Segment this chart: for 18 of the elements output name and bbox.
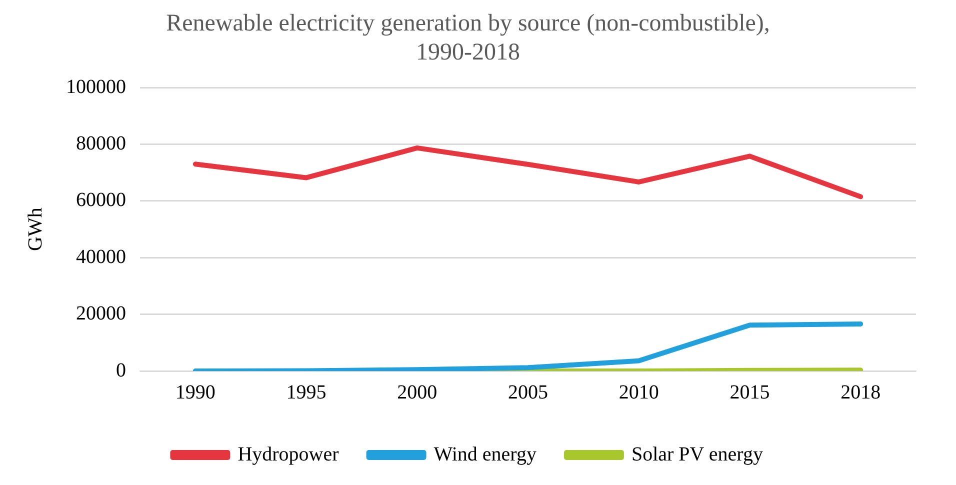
x-tick-label: 2000 <box>397 381 438 404</box>
chart-title: Renewable electricity generation by source (non-combustible), 1990-2018 <box>166 10 770 66</box>
y-tick-label: 20000 <box>76 302 126 325</box>
legend-label: Hydropower <box>238 443 340 466</box>
x-tick-label: 2005 <box>508 381 548 404</box>
x-tick-label: 2015 <box>730 381 770 404</box>
x-tick-label: 2018 <box>840 381 881 404</box>
x-tick-label: 1990 <box>175 381 216 404</box>
legend-label: Wind energy <box>434 443 536 466</box>
y-tick-label: 0 <box>116 359 126 382</box>
x-tick-label: 1995 <box>286 381 326 404</box>
x-tick-label: 2010 <box>618 381 659 404</box>
y-tick-label: 80000 <box>76 132 126 155</box>
y-axis-title: GWh <box>24 208 46 251</box>
y-tick-label: 100000 <box>66 76 126 98</box>
y-tick-label: 60000 <box>76 189 126 212</box>
y-tick-label: 40000 <box>76 246 126 268</box>
legend-label: Solar PV energy <box>631 443 763 466</box>
